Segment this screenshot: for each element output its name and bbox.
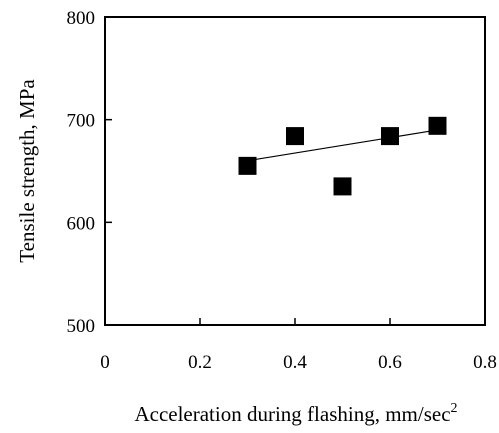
x-tick-label: 0.4: [283, 352, 307, 373]
data-point: [333, 177, 352, 196]
x-axis-title-main: Acceleration during flashing, mm/sec: [134, 402, 450, 426]
trendline-group: [247, 129, 438, 162]
plot-area-frame: [104, 16, 486, 326]
x-tick-label: 0: [100, 352, 110, 373]
data-point: [238, 156, 257, 175]
y-axis-title: Tensile strength, MPa: [15, 79, 39, 263]
x-axis-title: Acceleration during flashing, mm/sec2: [134, 401, 457, 426]
x-tick-label: 0.8: [473, 352, 497, 373]
x-axis-ticks: 0 0.2 0.4 0.6 0.8: [100, 318, 497, 373]
y-tick-label: 800: [67, 8, 96, 29]
data-point: [428, 116, 447, 135]
x-tick-label: 0.6: [378, 352, 402, 373]
data-point: [381, 127, 399, 146]
y-axis-ticks: 500 600 700 800: [67, 8, 112, 337]
x-tick-label: 0.2: [188, 352, 212, 373]
data-point: [286, 127, 304, 146]
data-points: [238, 116, 447, 196]
y-tick-label: 700: [67, 111, 96, 132]
x-axis-title-superscript: 2: [451, 401, 458, 416]
trendline: [247, 129, 438, 162]
y-tick-label: 500: [67, 316, 96, 337]
y-tick-label: 600: [67, 213, 96, 234]
